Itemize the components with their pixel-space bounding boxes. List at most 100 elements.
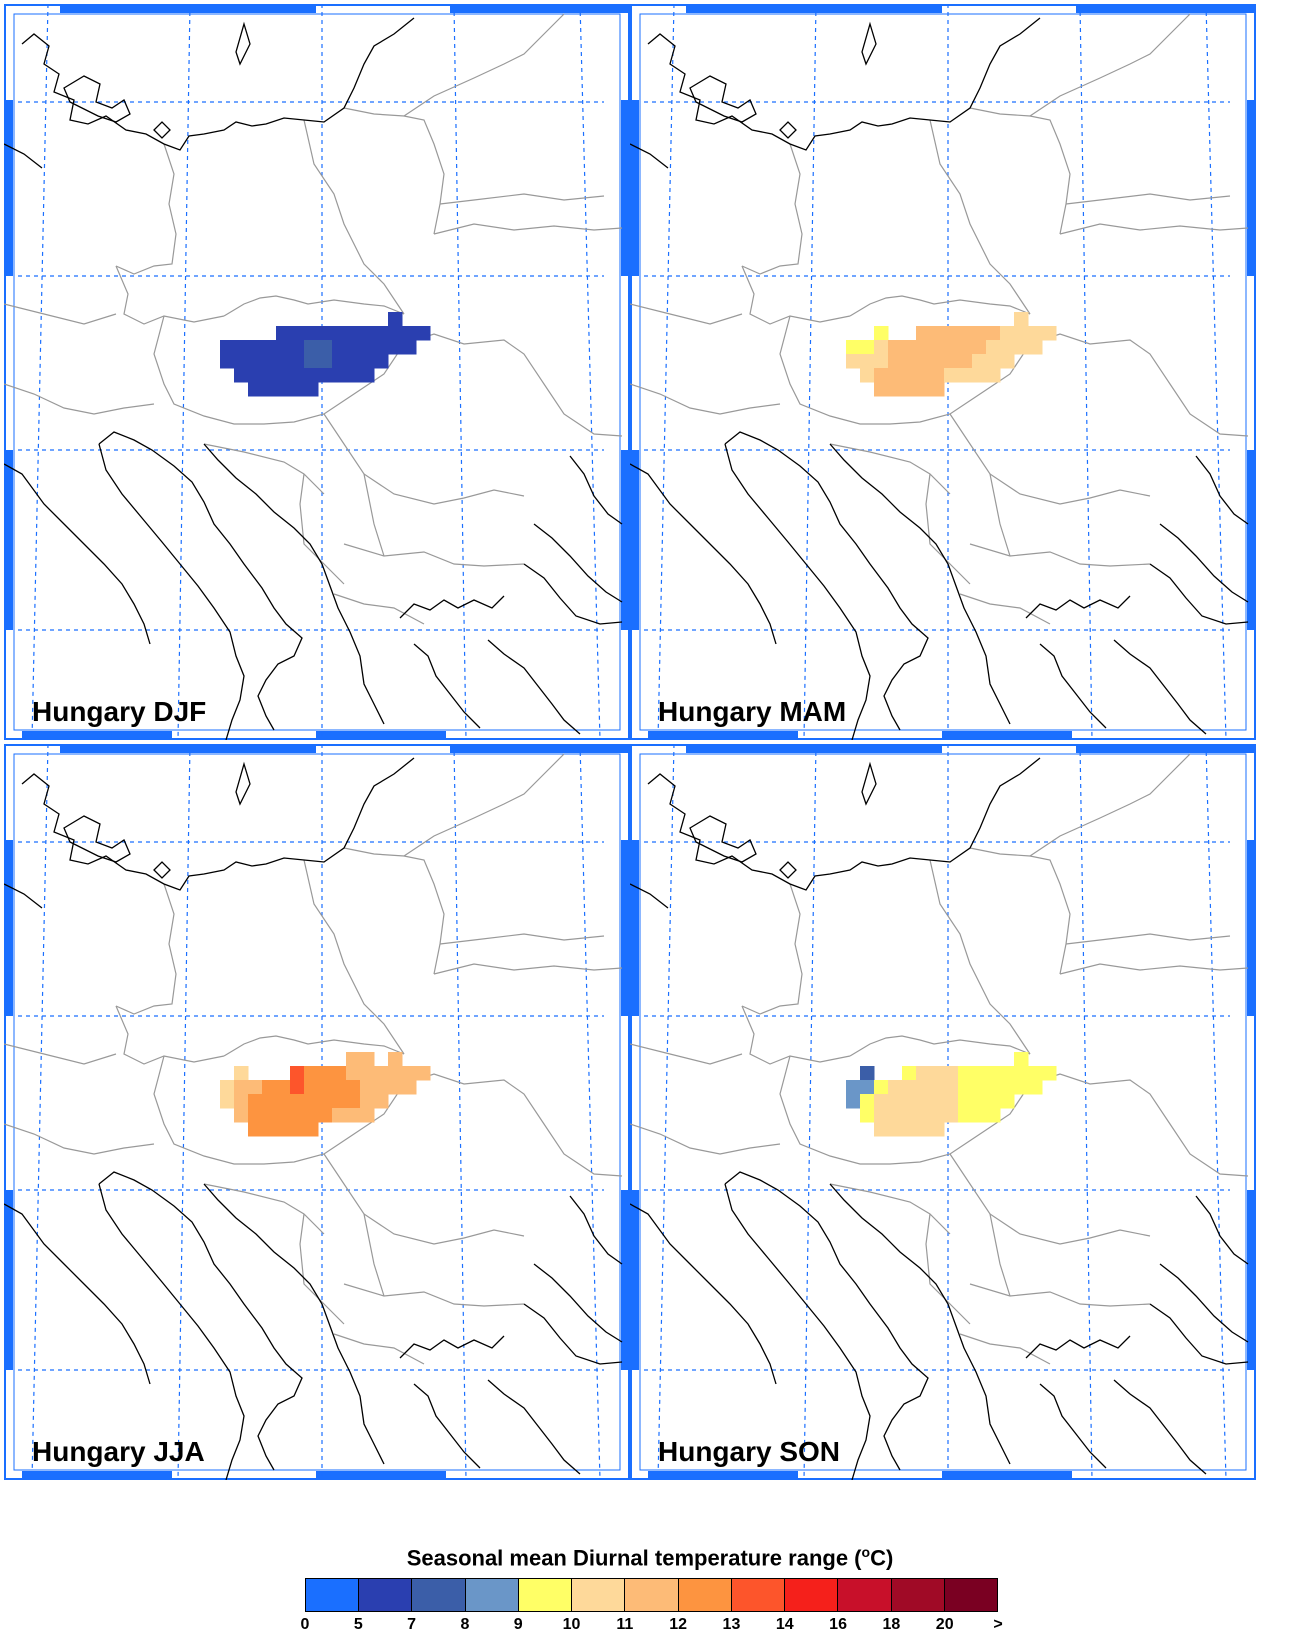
grid-cell (902, 368, 917, 383)
coastline (1039, 643, 1107, 729)
grid-cell (846, 340, 861, 355)
country-border (779, 1055, 1031, 1165)
grid-cell (944, 354, 959, 369)
grid-cell (888, 368, 903, 383)
country-border (153, 1055, 405, 1165)
country-border (4, 1043, 117, 1065)
grid-cell (248, 1108, 263, 1123)
grid-cell (290, 1122, 305, 1137)
coastline (569, 455, 623, 525)
country-border (333, 593, 425, 625)
coastline (1195, 455, 1249, 525)
coastline (829, 1183, 1011, 1465)
frame-tick-block (686, 746, 942, 753)
grid-cell (916, 1122, 931, 1137)
country-border (4, 303, 117, 325)
frame-tick-block (450, 6, 628, 13)
country-border (1029, 333, 1249, 437)
grid-cell (930, 340, 945, 355)
country-border (1059, 223, 1249, 235)
panel-djf: Hungary DJF (4, 4, 630, 760)
grid-cell (860, 368, 875, 383)
grid-cell (916, 326, 931, 341)
grid-cell (276, 382, 291, 397)
grid-cell (360, 368, 375, 383)
grid-cell (388, 340, 403, 355)
colorbar-swatch-0 (306, 1579, 360, 1611)
country-border (630, 1043, 743, 1065)
grid-cell (944, 326, 959, 341)
frame-tick-block (1247, 100, 1254, 276)
colorbar-swatch-8 (731, 1579, 786, 1611)
grid-cell (860, 1066, 875, 1081)
colorbar-tick-label: 16 (829, 1616, 847, 1633)
colorbar-swatch-7 (678, 1579, 732, 1611)
colorbar-swatch-3 (465, 1579, 519, 1611)
country-border (929, 859, 1031, 1055)
frame-tick-block (316, 731, 446, 738)
grid-cell (972, 354, 987, 369)
grid-cell (1000, 1094, 1015, 1109)
grid-cell (332, 1080, 347, 1095)
graticule-line (31, 4, 49, 740)
grid-cell (290, 326, 305, 341)
country-border (1029, 1073, 1249, 1177)
grid-cell (388, 1080, 403, 1095)
coastline (724, 443, 871, 740)
grid-cell (402, 1066, 417, 1081)
grid-cell (860, 1080, 875, 1095)
frame-tick-block (60, 6, 316, 13)
country-border (115, 1005, 225, 1065)
grid-cell (860, 1094, 875, 1109)
grid-cell (388, 1066, 403, 1081)
grid-cell (1028, 326, 1043, 341)
grid-cell (262, 1108, 277, 1123)
frame-tick-block (686, 6, 942, 13)
grid-cell (944, 368, 959, 383)
coastline (413, 643, 481, 729)
grid-cell (234, 1108, 249, 1123)
country-border (741, 883, 803, 1015)
country-border (343, 1283, 525, 1307)
grid-cell (972, 326, 987, 341)
country-border (849, 1035, 1031, 1057)
grid-cell (304, 1122, 319, 1137)
grid-cell (972, 368, 987, 383)
coastline (98, 1171, 303, 1471)
grid-cell (916, 1080, 931, 1095)
map-outer-frame (630, 4, 1256, 740)
country-border (949, 1153, 1151, 1245)
grid-cell (930, 326, 945, 341)
frame-tick-block (6, 840, 13, 1016)
grid-cell (874, 1122, 889, 1137)
grid-cell (290, 340, 305, 355)
grid-cell (360, 340, 375, 355)
coastline (203, 1183, 385, 1465)
grid-cell (234, 1080, 249, 1095)
coastline (647, 757, 1041, 891)
grid-cell (304, 340, 319, 355)
country-border (969, 847, 1071, 975)
coastline (1113, 1379, 1207, 1475)
grid-cell (1028, 1080, 1043, 1095)
coastline (829, 443, 1011, 725)
coastline (861, 21, 877, 66)
grid-cell (916, 340, 931, 355)
country-border (1059, 963, 1249, 975)
grid-cell (318, 1066, 333, 1081)
frame-tick-block (1247, 1190, 1254, 1370)
grid-cell (374, 340, 389, 355)
grid-cell (304, 368, 319, 383)
coastline (21, 757, 415, 891)
grid-cell (874, 326, 889, 341)
grid-cell (318, 354, 333, 369)
country-border (630, 383, 781, 415)
grid-cell (930, 382, 945, 397)
colorbar-tick-label: 18 (882, 1616, 901, 1633)
grid-cell (930, 354, 945, 369)
grid-cell (930, 368, 945, 383)
graticule-line (1079, 4, 1093, 740)
grid-cell (972, 1094, 987, 1109)
coastline (153, 121, 171, 139)
coastline (4, 143, 43, 169)
